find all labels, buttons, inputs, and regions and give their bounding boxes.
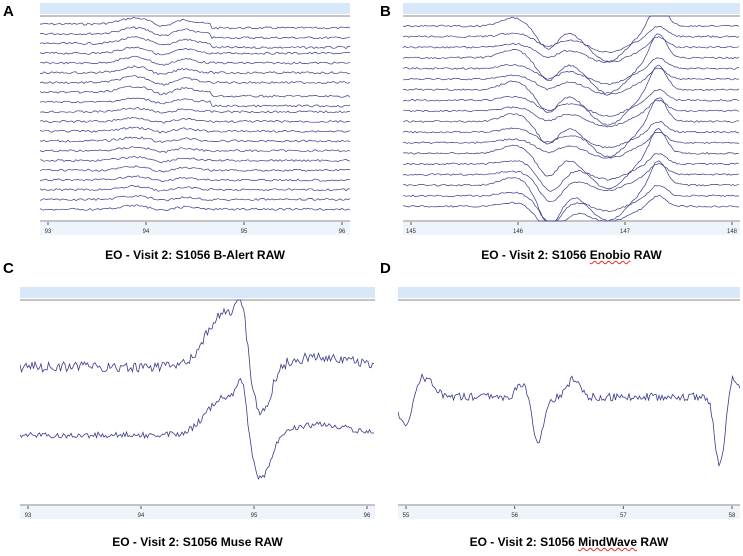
panel-d-caption-prefix: EO - Visit 2: S1056 [469, 535, 579, 549]
panel-d-tick-label-1: 56 [511, 513, 518, 519]
panel-a-channel-12 [40, 126, 350, 134]
panel-a-channel-15 [40, 155, 350, 163]
panel-c-tick-label-3: 96 [364, 513, 371, 519]
panel-b-channel-15 [403, 163, 740, 202]
panel-b-channel-9 [403, 99, 740, 128]
panel-a-channel-2 [40, 26, 350, 40]
panel-b-tick-label-2: 147 [620, 229, 631, 235]
panel-d-caption: EO - Visit 2: S1056 MindWave RAW [398, 535, 740, 549]
panel-a-header-band [40, 3, 350, 14]
panel-c-axis-band [20, 506, 375, 519]
panel-b-channel-1 [403, 15, 740, 63]
panel-b-tick-label-3: 148 [727, 229, 738, 235]
panel-b-channel-2 [403, 25, 740, 53]
panel-c-channel-2 [20, 377, 375, 481]
panel-b-channel-12 [403, 132, 740, 159]
panel-b-tick-label-0: 145 [406, 229, 417, 235]
panel-b-caption-suffix: RAW [630, 248, 662, 262]
panel-b-channel-4 [403, 33, 740, 94]
panel-a-channel-13 [40, 136, 350, 144]
panel-b-letter: B [380, 3, 391, 20]
panel-d-tick-label-0: 55 [403, 513, 410, 519]
panel-b-channel-7 [403, 64, 740, 126]
panel-b-channel-5 [403, 57, 740, 85]
panel-d-plot: 55 56 57 58 [398, 287, 740, 519]
panel-a-chart: 93 94 95 96 [40, 3, 350, 235]
panel-a-channel-14 [40, 146, 350, 154]
panel-a-channel-5 [40, 55, 350, 66]
panel-b-axis-band [403, 222, 740, 235]
panel-b-caption: EO - Visit 2: S1056 Enobio RAW [403, 248, 740, 262]
panel-a-tick-label-0: 93 [45, 229, 52, 235]
panel-c-header-band [20, 287, 375, 298]
panel-a-letter: A [3, 3, 14, 20]
panel-a-plot: 93 94 95 96 [40, 3, 350, 235]
panel-b-channel-17 [403, 184, 740, 222]
panel-d-channel-1 [398, 373, 740, 468]
panel-c-tick-label-2: 95 [251, 513, 258, 519]
panel-a-channel-20 [40, 204, 350, 211]
panel-a-channel-19 [40, 194, 350, 202]
panel-a-channel-18 [40, 185, 350, 192]
panel-a-channel-6 [40, 65, 350, 76]
panel-a-channel-11 [40, 117, 350, 124]
panel-b-channel-18 [403, 194, 739, 222]
panel-a-channel-4 [40, 46, 350, 56]
panel-d-letter: D [380, 260, 391, 277]
panel-b-channel-10 [403, 97, 740, 158]
panel-d-caption-suffix: RAW [637, 535, 669, 549]
panel-b-channel-8 [403, 89, 740, 117]
panel-d-header-band [398, 287, 740, 298]
panel-d-tick-label-2: 57 [620, 513, 627, 519]
panel-d-caption-device: MindWave [578, 535, 638, 549]
panel-a-channel-7 [40, 75, 350, 86]
panel-a-channel-8 [40, 85, 350, 98]
panel-a-channel-9 [40, 97, 350, 108]
panel-a-channel-3 [40, 36, 350, 50]
panel-b-caption-prefix: EO - Visit 2: S1056 [481, 248, 590, 262]
panel-a-tick-label-3: 96 [339, 229, 346, 235]
panel-b-header-band [403, 3, 740, 14]
panel-c-tick-label-1: 94 [138, 513, 145, 519]
panel-a-caption: EO - Visit 2: S1056 B-Alert RAW [105, 248, 285, 262]
panel-d-tick-label-3: 58 [729, 513, 736, 519]
panel-b-channel-6 [403, 67, 740, 96]
panel-b-channel-3 [403, 36, 740, 63]
panel-a-channel-17 [40, 175, 350, 183]
panel-a-channel-16 [40, 165, 350, 173]
panel-d-axis-band [398, 506, 740, 519]
panel-b-plot: 145 146 147 148 [403, 3, 740, 235]
panel-b-chart: 145 146 147 148 [403, 3, 740, 235]
panel-a-channel-1 [40, 17, 350, 30]
panel-c-tick-label-0: 93 [25, 513, 32, 519]
panel-b-caption-device: Enobio [589, 248, 631, 262]
panel-c-caption: EO - Visit 2: S1056 Muse RAW [112, 535, 283, 549]
panel-a-channel-10 [40, 106, 350, 114]
panel-c-letter: C [3, 260, 14, 277]
panel-b-tick-label-1: 146 [513, 229, 524, 235]
panel-a-tick-label-1: 94 [143, 229, 150, 235]
panel-c-plot: 93 94 95 96 [20, 287, 375, 519]
panel-d-chart: 55 56 57 58 [398, 287, 740, 519]
panel-a-tick-label-2: 95 [241, 229, 248, 235]
panel-b-channel-11 [403, 120, 740, 149]
panel-a-axis-band [40, 222, 350, 235]
panel-b-channel-13 [403, 128, 740, 190]
panel-c-channel-1 [20, 299, 375, 416]
panel-c-chart: 93 94 95 96 [20, 287, 375, 519]
panel-b-channel-16 [403, 160, 740, 222]
panel-b-channel-14 [403, 153, 740, 192]
